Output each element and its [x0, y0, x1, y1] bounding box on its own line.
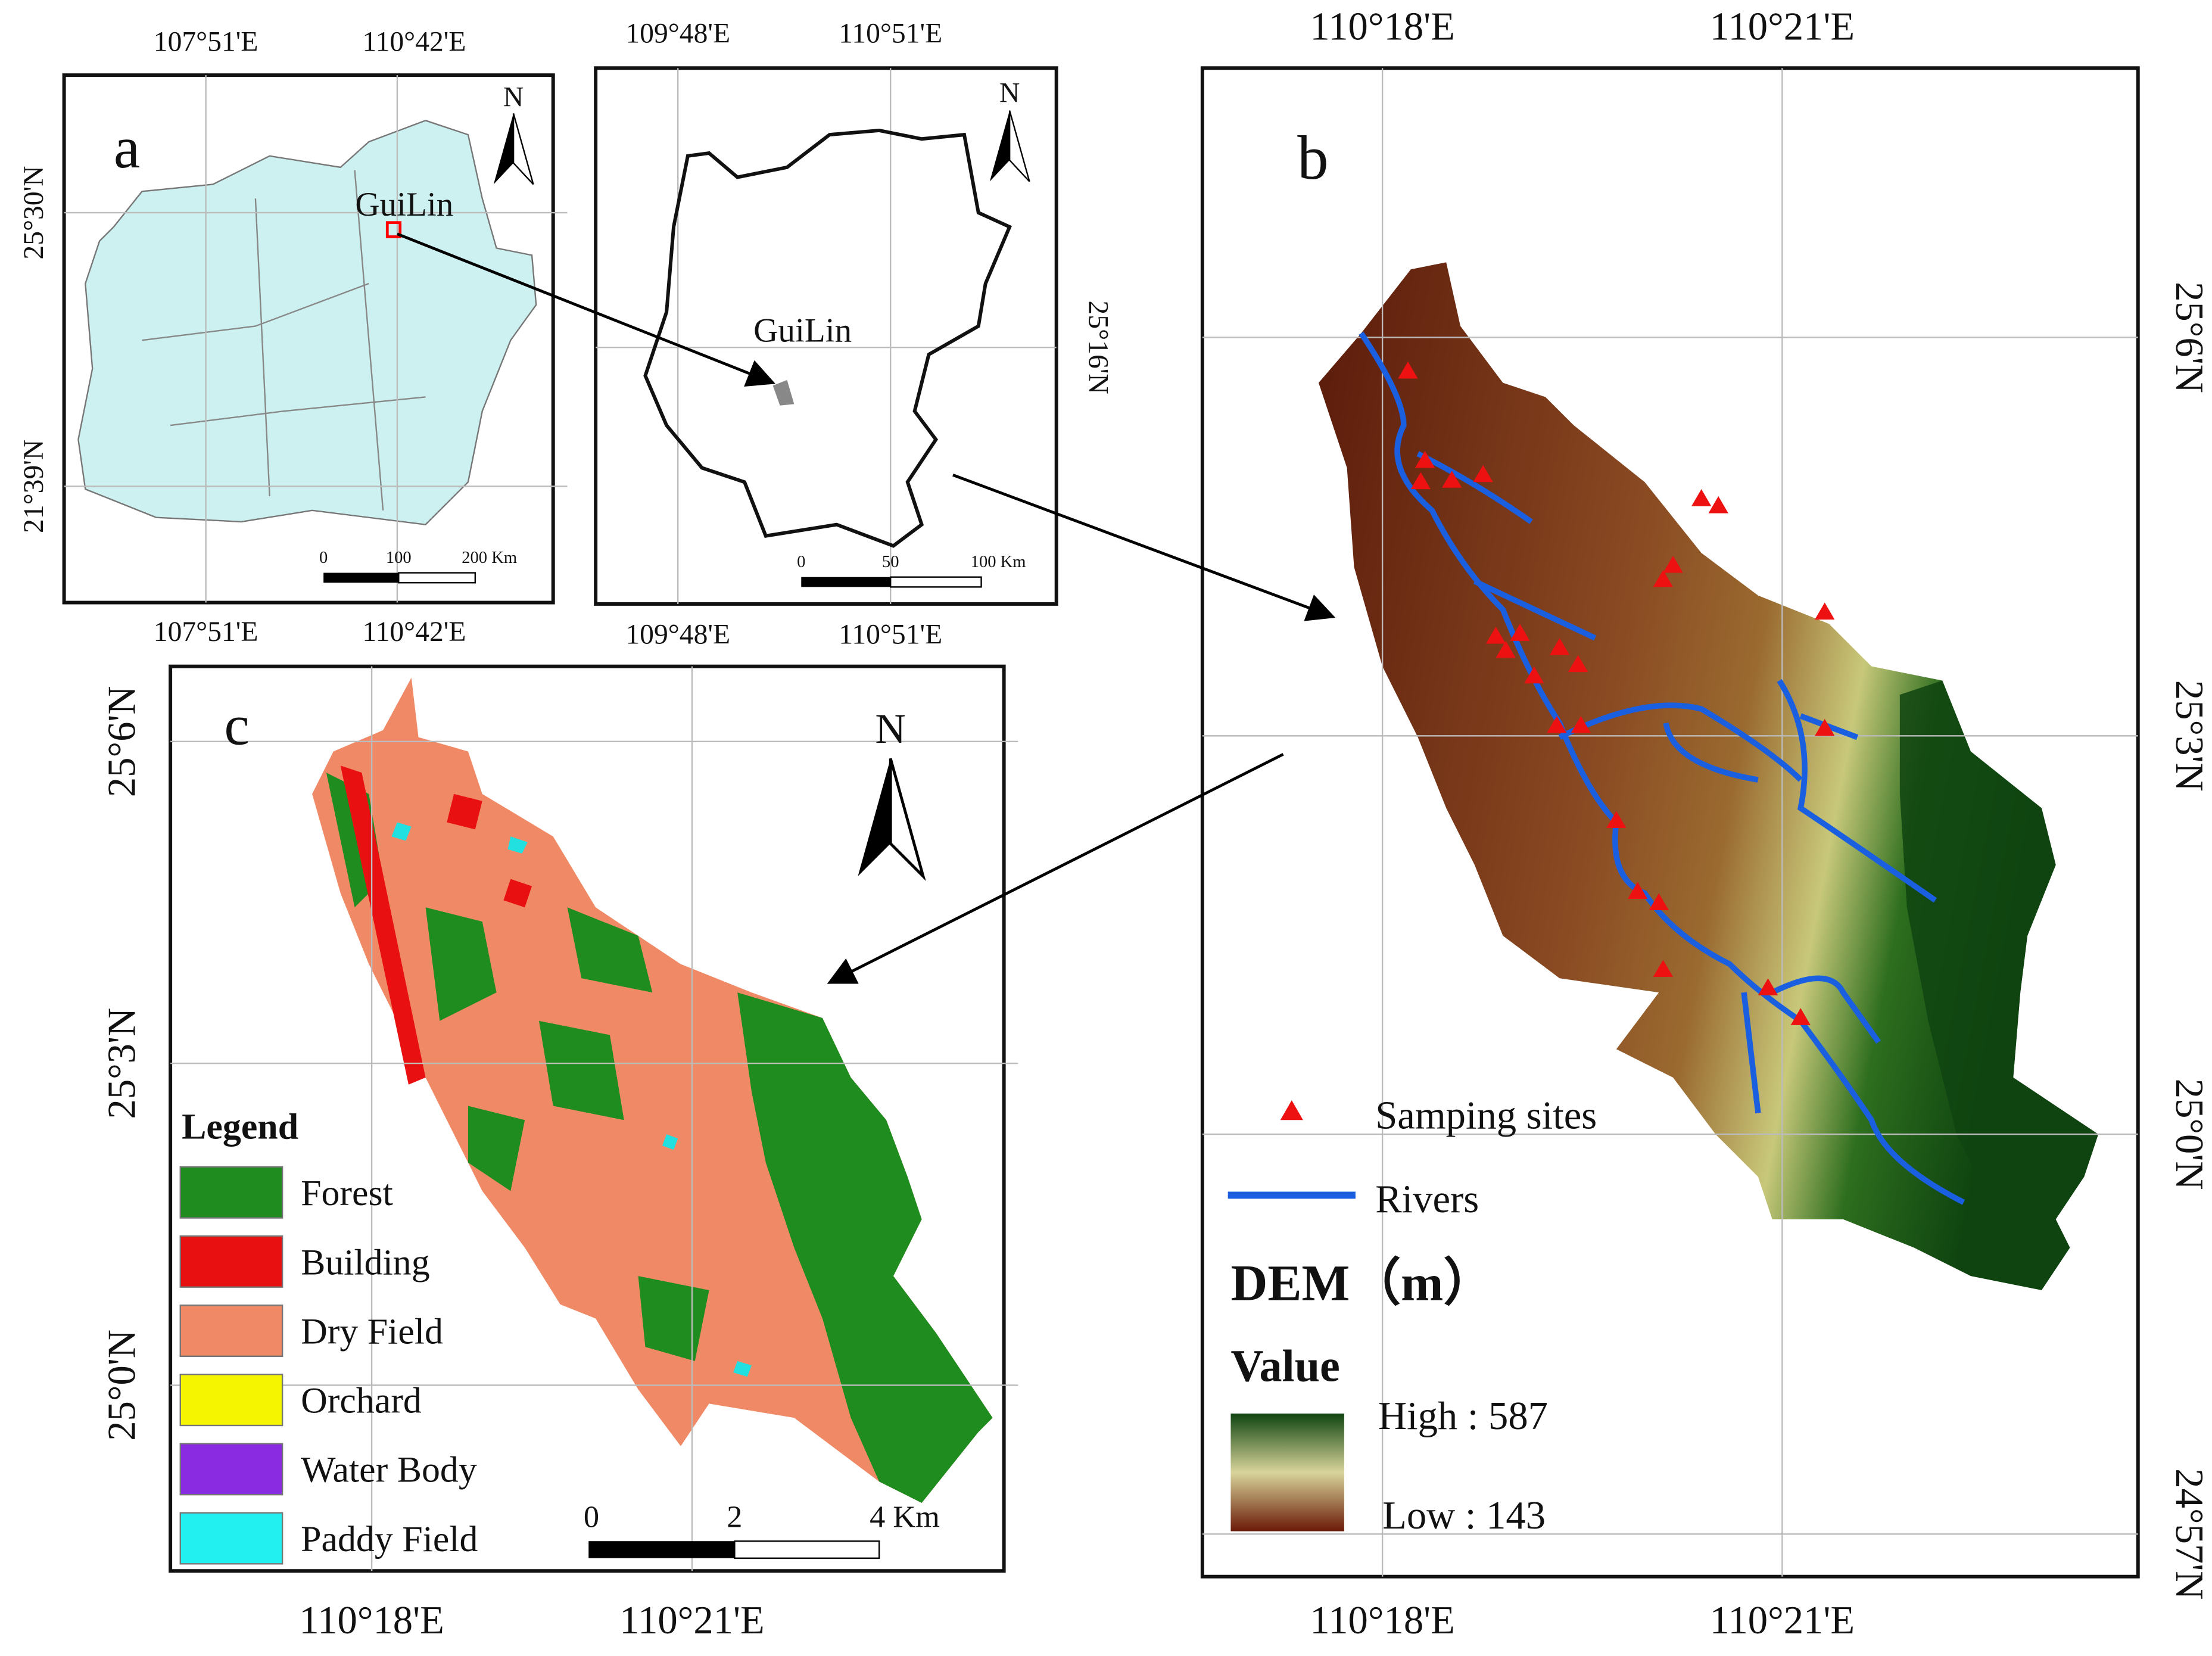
panel-letter: a	[114, 114, 140, 180]
legend-title: Legend	[182, 1106, 298, 1147]
panel-b: 110°18'E 110°21'E 110°18'E 110°21'E 25°6…	[1200, 5, 2211, 1642]
lon-label: 110°51'E	[839, 620, 942, 650]
building-patches	[340, 765, 532, 1085]
lon-label: 110°18'E	[1310, 5, 1454, 49]
panel-a: 107°51'E 110°42'E 107°51'E 110°42'E 25°3…	[18, 27, 568, 648]
lon-label: 110°42'E	[363, 617, 466, 648]
scale-label: 200 Km	[462, 549, 517, 567]
north-label: N	[875, 705, 906, 752]
scale-label: 4 Km	[870, 1499, 940, 1534]
frame	[169, 664, 1006, 1573]
arrow	[952, 474, 1336, 621]
panel-c: 25°6'N 25°3'N 25°0'N 110°18'E 110°21'E c…	[101, 664, 1018, 1642]
lat-label: 25°3'N	[2167, 680, 2211, 792]
arrows	[397, 232, 1336, 984]
lat-label: 25°6'N	[101, 686, 144, 797]
legend-label: Water Body	[301, 1450, 477, 1490]
lon-label: 110°21'E	[1710, 5, 1855, 49]
lon-label: 110°51'E	[839, 18, 942, 49]
lon-label: 107°51'E	[154, 617, 258, 648]
ramp-label: High : 587	[1378, 1394, 1548, 1438]
lat-label: 24°57'N	[2167, 1468, 2211, 1599]
north-arrow	[1008, 110, 1030, 182]
legend-label: Paddy Field	[301, 1519, 478, 1559]
dem-surface	[1319, 262, 2099, 1290]
lon-label: 107°51'E	[154, 27, 258, 58]
arrow	[827, 753, 1284, 984]
scale-bar	[801, 577, 891, 587]
place-label: GuiLin	[753, 312, 852, 350]
legend-label: Forest	[301, 1173, 393, 1213]
north-arrow	[512, 113, 534, 185]
scale-label: 100	[386, 549, 412, 567]
scale-label: 0	[319, 549, 328, 567]
lat-label: 21°39'N	[18, 440, 49, 533]
legend-label: Orchard	[301, 1381, 422, 1421]
city-outline	[643, 128, 1012, 548]
legend-label: Rivers	[1375, 1178, 1479, 1221]
legend-swatch	[179, 1374, 283, 1427]
panel-letter: b	[1297, 123, 1328, 192]
legend-label: Building	[301, 1242, 430, 1283]
scale-bar	[323, 572, 399, 583]
frame	[594, 66, 1058, 606]
lat-label: 25°6'N	[2167, 282, 2211, 393]
lat-label: 25°0'N	[2167, 1079, 2211, 1190]
legend-label: Dry Field	[301, 1311, 443, 1352]
north-label: N	[999, 77, 1020, 108]
lon-label: 109°48'E	[625, 18, 730, 49]
scale-bar	[398, 572, 476, 584]
scale-label: 2	[727, 1499, 742, 1534]
study-box	[385, 221, 402, 238]
place-label: GuiLin	[355, 186, 453, 223]
north-label: N	[503, 82, 524, 113]
frame	[1200, 66, 2140, 1579]
scale-label: 0	[584, 1499, 599, 1534]
lon-label: 109°48'E	[625, 620, 730, 650]
arrow	[397, 232, 776, 387]
scale-bar	[588, 1541, 735, 1558]
legend-swatch	[179, 1512, 283, 1565]
province	[77, 120, 537, 525]
lat-label: 25°0'N	[101, 1330, 144, 1441]
forest-area	[737, 992, 993, 1503]
lon-label: 110°21'E	[619, 1599, 764, 1642]
legend-label: Samping sites	[1375, 1094, 1597, 1138]
lon-label: 110°42'E	[363, 27, 466, 58]
legend-site-symbol	[1280, 1100, 1303, 1120]
scale-bar	[890, 576, 982, 588]
lat-label: 25°3'N	[101, 1008, 144, 1119]
scale-label: 0	[797, 553, 805, 571]
north-arrow	[493, 113, 514, 185]
legend-swatch	[179, 1304, 283, 1358]
legend-title: DEM（m）	[1230, 1255, 1494, 1312]
scale-label: 50	[882, 553, 899, 571]
legend-swatch	[179, 1235, 283, 1288]
legend-swatch	[179, 1166, 283, 1219]
panel-letter: c	[225, 694, 250, 757]
north-arrow	[989, 110, 1010, 182]
study-area	[772, 379, 795, 406]
lat-label: 25°30'N	[18, 166, 49, 259]
panel-inset: 109°48'E 110°51'E 109°48'E 110°51'E 25°1…	[594, 18, 1113, 650]
ramp-label: Low : 143	[1382, 1494, 1546, 1537]
north-arrow	[889, 758, 926, 881]
scale-bar	[734, 1540, 880, 1559]
north-arrow	[858, 758, 891, 876]
grid	[170, 666, 1018, 1571]
lon-label: 110°18'E	[299, 1599, 444, 1642]
frame	[62, 73, 555, 605]
lon-label: 110°21'E	[1710, 1599, 1855, 1642]
lon-label: 110°18'E	[1310, 1599, 1454, 1642]
legend: Forest Building Dry Field Orchard Water Body…	[179, 1166, 478, 1565]
color-ramp	[1230, 1413, 1344, 1532]
boundaries	[142, 170, 426, 511]
scale-label: 100 Km	[971, 553, 1026, 571]
lat-label: 25°16'N	[1082, 301, 1113, 394]
legend-title: Value	[1230, 1341, 1339, 1391]
dem-high	[1899, 680, 2099, 1234]
legend-swatch	[179, 1443, 283, 1496]
